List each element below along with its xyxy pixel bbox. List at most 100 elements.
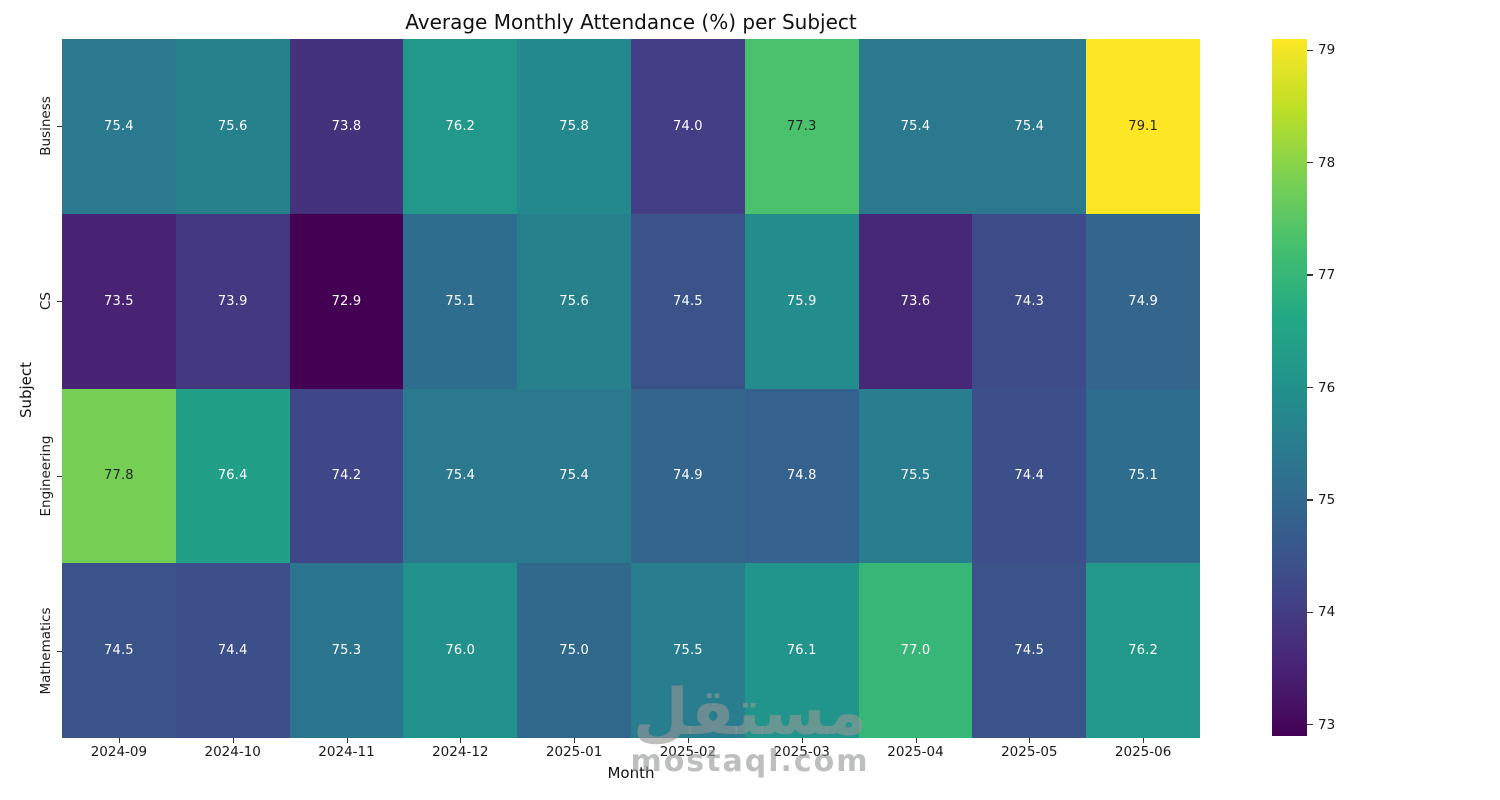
cell-value: 75.4	[445, 468, 476, 484]
cell-value: 75.6	[559, 293, 589, 309]
cell-value: 74.9	[1128, 293, 1158, 309]
x-tick-label: 2025-05	[1001, 744, 1058, 760]
y-tick-mark	[57, 475, 62, 477]
cell-value: 74.3	[1014, 293, 1045, 309]
cell-value: 76.1	[786, 643, 817, 659]
colorbar-tick-label: 75	[1318, 491, 1336, 508]
heatmap-cell: 75.1	[1086, 388, 1200, 564]
cell-value: 75.6	[217, 118, 248, 134]
chart-title: Average Monthly Attendance (%) per Subje…	[405, 10, 857, 34]
heatmap-cell: 75.5	[631, 563, 745, 738]
heatmap-cell: 75.9	[744, 213, 859, 389]
cell-value: 75.8	[559, 118, 589, 134]
heatmap-cell: 74.0	[631, 39, 745, 214]
cell-value: 75.4	[1014, 118, 1045, 134]
heatmap-cell: 76.0	[403, 563, 518, 738]
heatmap-cell: 73.6	[858, 213, 973, 389]
x-tick-mark	[1029, 738, 1031, 743]
heatmap-cell: 75.5	[858, 388, 973, 564]
cell-value: 76.0	[445, 643, 476, 659]
heatmap-cell: 75.4	[858, 39, 973, 214]
cell-value: 77.8	[104, 468, 134, 484]
x-tick-label: 2024-11	[318, 744, 375, 760]
cell-value: 74.9	[673, 468, 703, 484]
heatmap-cell: 76.2	[403, 39, 518, 214]
cell-value: 75.1	[445, 293, 476, 309]
heatmap-cell: 74.4	[972, 388, 1087, 564]
colorbar-tick-label: 74	[1318, 604, 1336, 621]
x-tick-label: 2025-04	[887, 744, 944, 760]
heatmap-cell: 79.1	[1086, 39, 1200, 214]
colorbar-tick-label: 77	[1318, 267, 1336, 284]
colorbar	[1272, 39, 1307, 736]
colorbar-tick-mark	[1307, 162, 1313, 164]
x-tick-mark	[232, 738, 234, 743]
heatmap-cell: 75.8	[517, 39, 631, 214]
cell-value: 74.4	[217, 643, 248, 659]
heatmap-cell: 73.5	[62, 213, 176, 389]
cell-value: 77.0	[900, 643, 931, 659]
x-tick-label: 2024-09	[90, 744, 148, 760]
cell-value: 76.4	[217, 468, 248, 484]
y-tick-label: CS	[38, 292, 54, 311]
colorbar-tick-label: 79	[1318, 42, 1336, 59]
y-tick-label: Mathematics	[38, 607, 54, 695]
heatmap-grid: 75.4 75.6 73.8 76.2 75.8 74.0 77.3 75.4 75.4 79.1…	[62, 39, 1200, 738]
x-tick-mark	[687, 738, 689, 743]
cell-value: 74.0	[673, 118, 703, 134]
heatmap-cell: 77.8	[62, 388, 176, 564]
x-tick-mark	[346, 738, 348, 743]
cell-value: 79.1	[1128, 118, 1158, 134]
heatmap-cell: 74.5	[972, 563, 1087, 738]
cell-value: 75.9	[786, 293, 817, 309]
y-tick-label: Business	[38, 96, 54, 157]
heatmap-cell: 74.2	[289, 388, 404, 564]
cell-value: 73.8	[331, 118, 362, 134]
colorbar-tick-mark	[1307, 611, 1313, 613]
cell-value: 74.8	[786, 468, 817, 484]
cell-value: 75.5	[673, 643, 703, 659]
x-tick-mark	[574, 738, 576, 743]
heatmap-cell: 75.4	[403, 388, 518, 564]
x-tick-label: 2025-01	[545, 744, 603, 760]
colorbar-tick-mark	[1307, 49, 1313, 51]
x-axis-title: Month	[607, 764, 655, 782]
heatmap-cell: 74.5	[62, 563, 176, 738]
cell-value: 75.4	[900, 118, 931, 134]
heatmap-cell: 74.3	[972, 213, 1087, 389]
colorbar-tick-label: 73	[1318, 716, 1336, 733]
y-axis-title: Subject	[17, 361, 35, 419]
heatmap-cell: 74.4	[175, 563, 290, 738]
x-tick-mark	[801, 738, 803, 743]
cell-value: 74.2	[331, 468, 362, 484]
cell-value: 72.9	[331, 293, 362, 309]
heatmap-cell: 72.9	[289, 213, 404, 389]
colorbar-tick-mark	[1307, 274, 1313, 276]
cell-value: 73.9	[217, 293, 248, 309]
y-tick-mark	[57, 301, 62, 303]
heatmap-cell: 75.3	[289, 563, 404, 738]
x-tick-label: 2024-10	[204, 744, 261, 760]
cell-value: 75.3	[331, 643, 362, 659]
heatmap-cell: 74.9	[1086, 213, 1200, 389]
heatmap-cell: 73.8	[289, 39, 404, 214]
colorbar-tick-mark	[1307, 724, 1313, 726]
heatmap-cell: 75.1	[403, 213, 518, 389]
heatmap-cell: 76.1	[744, 563, 859, 738]
y-tick-mark	[57, 126, 62, 128]
heatmap-cell: 75.4	[62, 39, 176, 214]
x-tick-mark	[915, 738, 917, 743]
y-tick-mark	[57, 650, 62, 652]
y-tick-label: Engineering	[38, 435, 54, 517]
heatmap-cell: 74.8	[744, 388, 859, 564]
x-tick-label: 2024-12	[432, 744, 489, 760]
heatmap-cell: 75.4	[972, 39, 1087, 214]
cell-value: 76.2	[1128, 643, 1158, 659]
cell-value: 77.3	[786, 118, 817, 134]
colorbar-tick-label: 78	[1318, 154, 1336, 171]
heatmap-cell: 73.9	[175, 213, 290, 389]
heatmap-cell: 75.6	[517, 213, 631, 389]
x-tick-mark	[460, 738, 462, 743]
x-tick-mark	[118, 738, 120, 743]
